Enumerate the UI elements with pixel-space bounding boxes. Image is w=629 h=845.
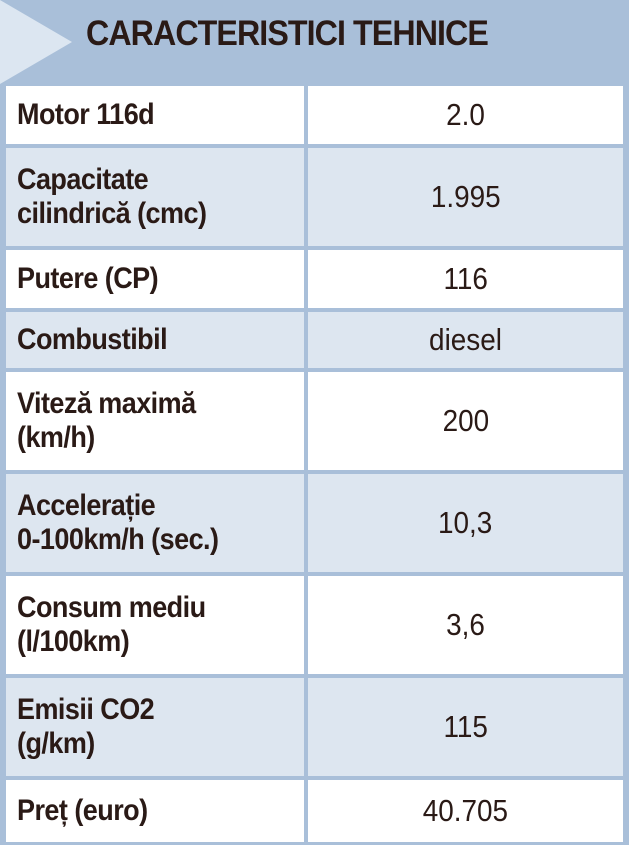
table-row: Consum mediu (l/100km) 3,6 [6,576,623,674]
row-label: Capacitate cilindrică (cmc) [6,148,304,246]
row-value: 3,6 [308,576,623,674]
arrow-icon [0,0,78,84]
table-title: CARACTERISTICI TEHNICE [86,14,489,53]
table-row: Motor 116d 2.0 [6,86,623,144]
row-value: diesel [308,312,623,368]
row-label: Emisii CO2 (g/km) [6,678,304,776]
row-label: Motor 116d [6,86,304,144]
table-row: Preț (euro) 40.705 [6,780,623,842]
row-label: Combustibil [6,312,304,368]
row-value: 116 [308,250,623,308]
row-value: 10,3 [308,474,623,572]
table-row: Accelerație 0-100km/h (sec.) 10,3 [6,474,623,572]
row-label: Consum mediu (l/100km) [6,576,304,674]
row-value: 2.0 [308,86,623,144]
table-row: Emisii CO2 (g/km) 115 [6,678,623,776]
row-value: 200 [308,372,623,470]
row-label: Preț (euro) [6,780,304,842]
row-value: 40.705 [308,780,623,842]
table-row: Capacitate cilindrică (cmc) 1.995 [6,148,623,246]
table-row: Putere (CP) 116 [6,250,623,308]
row-value: 115 [308,678,623,776]
row-value: 1.995 [308,148,623,246]
row-label: Viteză maximă (km/h) [6,372,304,470]
row-label: Accelerație 0-100km/h (sec.) [6,474,304,572]
table-row: Viteză maximă (km/h) 200 [6,372,623,470]
table-row: Combustibil diesel [6,312,623,368]
row-label: Putere (CP) [6,250,304,308]
table-header: CARACTERISTICI TEHNICE [0,0,629,84]
